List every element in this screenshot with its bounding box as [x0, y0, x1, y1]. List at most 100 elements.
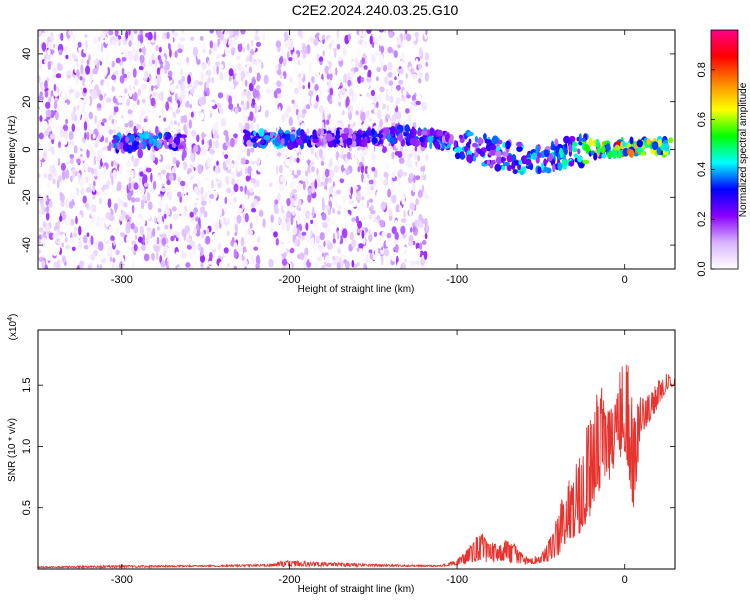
spectrogram-noise-blob	[365, 266, 368, 269]
spectrogram-noise-blob	[44, 54, 48, 61]
spectrogram-noise-blob	[385, 94, 390, 101]
spectrogram-noise-blob	[305, 222, 309, 231]
spectrogram-noise-blob	[65, 154, 70, 163]
spectrogram-noise-blob	[240, 30, 246, 35]
spectrogram-noise-blob	[189, 211, 194, 218]
spectrogram-noise-blob	[75, 142, 81, 147]
spectrogram-noise-blob	[157, 155, 162, 160]
spectrogram-noise-blob	[203, 129, 210, 135]
spectrogram-noise-blob	[224, 154, 229, 159]
spectrogram-noise-blob	[175, 160, 180, 165]
spectrogram-noise-blob	[67, 185, 71, 192]
spectrogram-noise-blob	[229, 202, 235, 210]
spectrogram-noise-blob	[142, 37, 147, 42]
y-tick-label: -40	[21, 237, 33, 253]
spectrogram-noise-blob	[419, 222, 424, 229]
spectrogram-noise-blob	[383, 171, 388, 178]
snr-y-axis-label: SNR (10 * v/v)	[7, 418, 18, 482]
spectrogram-noise-blob	[424, 233, 428, 240]
spectrogram-noise-blob	[275, 87, 282, 94]
spectrogram-noise-blob	[79, 143, 85, 149]
spectrogram-noise-blob	[370, 225, 376, 234]
spectrogram-noise-blob	[139, 76, 143, 87]
spectrogram-noise-blob	[359, 162, 363, 167]
spectrogram-noise-blob	[302, 181, 306, 191]
spectrogram-noise-blob	[236, 231, 241, 238]
spectrogram-noise-blob	[293, 200, 297, 207]
spectrogram-noise-blob	[200, 72, 204, 82]
spectrogram-noise-blob	[189, 251, 193, 259]
spectrogram-noise-blob	[189, 83, 193, 88]
spectrogram-noise-blob	[307, 188, 312, 196]
spectrogram-noise-blob	[39, 115, 43, 122]
spectrogram-noise-blob	[274, 207, 279, 215]
spectrogram-ridge-blob	[466, 154, 473, 163]
spectrogram-noise-blob	[172, 231, 178, 236]
spectrogram-noise-blob	[273, 231, 278, 238]
spectrogram-noise-blob	[318, 105, 324, 113]
spectrogram-noise-blob	[417, 78, 422, 84]
spectrogram-noise-blob	[209, 30, 214, 34]
spectrogram-noise-blob	[49, 133, 56, 140]
snr-frame	[37, 329, 676, 570]
spectrogram-noise-blob	[82, 111, 88, 117]
spectrogram-noise-blob	[193, 145, 199, 153]
spectrogram-noise-blob	[366, 30, 372, 34]
spectrogram-noise-blob	[246, 246, 250, 251]
spectrogram-noise-blob	[219, 72, 224, 81]
spectrogram-noise-blob	[107, 80, 110, 90]
spectrogram-ridge-blob	[531, 152, 537, 160]
spectrogram-noise-blob	[47, 140, 52, 150]
spectrogram-noise-blob	[96, 216, 101, 225]
spectrogram-noise-blob	[223, 68, 228, 77]
spectrogram-noise-blob	[325, 227, 331, 234]
spectrogram-noise-blob	[138, 65, 144, 71]
spectrogram-noise-blob	[380, 68, 384, 78]
spectrogram-noise-blob	[383, 45, 390, 55]
spectrogram-noise-blob	[365, 99, 370, 104]
spectrogram-noise-blob	[172, 157, 177, 165]
spectrogram-noise-blob	[83, 244, 89, 250]
spectrogram-noise-blob	[304, 247, 309, 257]
colorbar-label: Normalized spectral amplitude	[738, 82, 749, 217]
spectrogram-noise-blob	[230, 112, 236, 118]
spectrogram-noise-blob	[396, 211, 401, 218]
spectrogram-noise-blob	[339, 235, 343, 245]
spectrogram-noise-blob	[126, 71, 131, 79]
spectrogram-ridge-blob	[650, 149, 655, 155]
spectrogram-noise-blob	[344, 179, 351, 190]
spectrogram-noise-blob	[133, 225, 139, 234]
spectrogram-noise-blob	[202, 48, 207, 54]
spectrogram-noise-blob	[62, 255, 66, 264]
spectrogram-noise-blob	[209, 101, 216, 107]
spectrogram-noise-blob	[165, 203, 169, 213]
spectrogram-noise-blob	[291, 99, 295, 104]
spectrogram-ridge-blob	[573, 153, 578, 158]
spectrogram-noise-blob	[249, 53, 253, 63]
spectrogram-noise-blob	[398, 68, 404, 75]
spectrogram-noise-blob	[51, 165, 55, 171]
spectrogram-noise-blob	[52, 248, 58, 256]
spectrogram-noise-blob	[127, 109, 133, 115]
spectrogram-ridge-blob	[519, 170, 525, 175]
spectrogram-noise-blob	[321, 252, 325, 257]
spectrogram-ridge-blob	[460, 153, 466, 160]
spectrogram-noise-blob	[342, 100, 346, 109]
spectrogram-noise-blob	[84, 262, 88, 269]
spectrogram-ridge-blob	[296, 129, 301, 136]
spectrogram-noise-blob	[232, 40, 236, 47]
spectrogram-noise-blob	[193, 244, 199, 250]
spectrogram-noise-blob	[243, 95, 247, 101]
y-tick-label: 0.5	[21, 500, 33, 515]
spectrogram-noise-blob	[206, 227, 210, 235]
spectrogram-noise-blob	[104, 235, 109, 242]
spectrogram-noise-blob	[39, 150, 43, 161]
spectrogram-noise-blob	[205, 142, 209, 151]
spectrogram-ridge-blob	[260, 139, 265, 144]
spectrogram-noise-blob	[314, 179, 318, 189]
spectrogram-ridge-blob	[518, 159, 523, 166]
spectrogram-noise-blob	[346, 151, 351, 160]
spectrogram-noise-blob	[206, 169, 211, 175]
spectrogram-noise-blob	[75, 126, 81, 132]
spectrogram-noise-blob	[180, 108, 185, 114]
